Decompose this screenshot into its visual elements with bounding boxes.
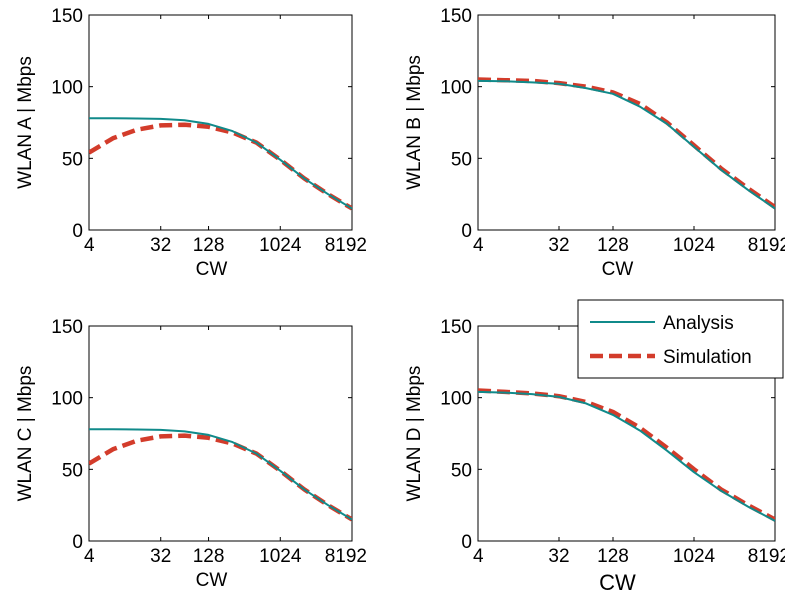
y-axis-label-d: WLAN D | Mbps xyxy=(404,366,425,502)
y-tick-label-d: 50 xyxy=(451,460,472,481)
y-axis-label-b: WLAN B | Mbps xyxy=(404,55,425,190)
y-tick-label-b: 50 xyxy=(451,149,472,170)
y-tick-label-a: 100 xyxy=(51,78,83,99)
y-axis-label-a: WLAN A | Mbps xyxy=(15,56,36,189)
subplot-a: 0 50 100 150 4 32 128 1024 8192 CW WLAN A | Mbps xyxy=(15,6,367,280)
legend-box xyxy=(577,299,784,379)
x-tick-label-d: 32 xyxy=(548,546,569,567)
y-tick-label-d: 0 xyxy=(461,532,472,553)
y-tick-label-c: 100 xyxy=(51,389,83,410)
x-tick-label-a: 8192 xyxy=(325,235,367,256)
x-tick-label-b: 4 xyxy=(473,235,484,256)
y-tick-label-b: 150 xyxy=(440,6,472,27)
x-tick-label-c: 128 xyxy=(193,546,225,567)
x-tick-label-b: 1024 xyxy=(673,235,716,256)
subplot-b: 0 50 100 150 4 32 128 1024 8192 CW WLAN B | Mbps xyxy=(404,6,785,280)
x-tick-label-a: 32 xyxy=(150,235,171,256)
plot-area-c xyxy=(88,325,353,542)
series-simulation-b xyxy=(478,77,775,209)
series-analysis-d xyxy=(478,390,775,522)
subplot-c: 0 50 100 150 4 32 128 1024 8192 CW WLAN C | Mbps xyxy=(15,317,367,591)
x-tick-label-c: 1024 xyxy=(259,546,302,567)
x-tick-label-b: 128 xyxy=(597,235,629,256)
series-analysis-a xyxy=(89,117,352,210)
y-tick-label-a: 50 xyxy=(62,149,83,170)
y-tick-label-c: 150 xyxy=(51,317,83,338)
x-axis-label-a: CW xyxy=(196,259,228,280)
x-tick-label-c: 32 xyxy=(150,546,171,567)
x-tick-label-d: 8192 xyxy=(748,546,785,567)
x-tick-label-b: 32 xyxy=(548,235,569,256)
y-tick-label-b: 0 xyxy=(461,221,472,242)
series-analysis-b xyxy=(478,79,775,210)
series-analysis-c xyxy=(89,428,352,521)
y-tick-label-d: 150 xyxy=(440,317,472,338)
legend: Analysis Simulation xyxy=(577,299,784,379)
x-tick-label-c: 8192 xyxy=(325,546,367,567)
x-tick-label-d: 4 xyxy=(473,546,484,567)
x-tick-label-b: 8192 xyxy=(748,235,785,256)
x-tick-label-a: 1024 xyxy=(259,235,302,256)
x-axis-label-d: CW xyxy=(599,570,636,595)
x-tick-label-d: 128 xyxy=(597,546,629,567)
x-tick-label-a: 4 xyxy=(84,235,95,256)
y-tick-label-d: 100 xyxy=(440,389,472,410)
legend-label-analysis: Analysis xyxy=(663,313,734,334)
y-tick-label-a: 0 xyxy=(72,221,83,242)
y-tick-label-c: 50 xyxy=(62,460,83,481)
plot-area-b xyxy=(477,14,776,231)
x-axis-label-b: CW xyxy=(602,259,634,280)
y-tick-label-c: 0 xyxy=(72,532,83,553)
x-tick-label-c: 4 xyxy=(84,546,95,567)
x-tick-label-d: 1024 xyxy=(673,546,716,567)
y-tick-label-b: 100 xyxy=(440,78,472,99)
x-axis-label-c: CW xyxy=(196,570,228,591)
y-axis-label-c: WLAN C | Mbps xyxy=(15,366,36,502)
x-tick-label-a: 128 xyxy=(193,235,225,256)
y-tick-label-a: 150 xyxy=(51,6,83,27)
legend-label-simulation: Simulation xyxy=(663,347,752,368)
plot-area-a xyxy=(88,14,353,231)
